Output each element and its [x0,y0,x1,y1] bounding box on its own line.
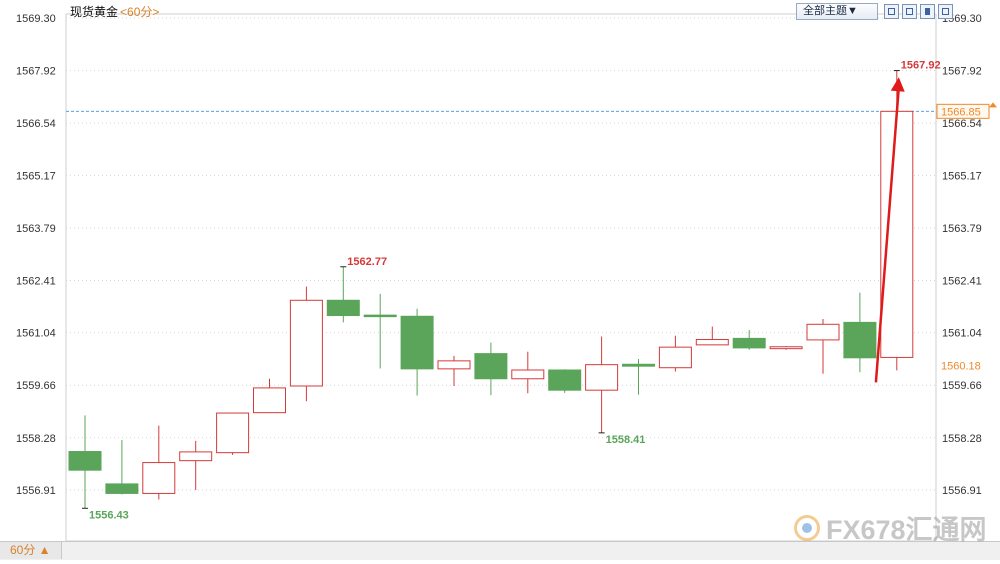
candle-body[interactable] [732,337,766,349]
range-low-label: 1560.18 [941,360,981,372]
trend-arrow-line [874,87,901,383]
extreme-label: 1558.41 [606,434,646,446]
candle-body[interactable] [216,412,250,454]
y-tick-label-right: 1567.92 [942,66,982,78]
extreme-label: 1567.92 [901,60,941,72]
y-tick-label-left: 1556.91 [16,485,56,497]
y-tick-label-left: 1559.66 [16,380,56,392]
y-tick-label-left: 1566.54 [16,118,56,130]
time-axis-bar [0,541,1000,560]
y-tick-label-left: 1565.17 [16,170,56,182]
candle-body[interactable] [658,346,692,369]
y-tick-label-left: 1563.79 [16,223,56,235]
y-tick-label-right: 1556.91 [942,485,982,497]
candle-body[interactable] [400,315,434,370]
candle-body[interactable] [326,299,360,317]
watermark-text: FX678汇通网 [826,515,987,545]
candle-body[interactable] [548,369,582,391]
candle-body[interactable] [68,451,102,471]
candle-body[interactable] [769,346,803,350]
candle-body[interactable] [843,321,877,359]
candle-body[interactable] [585,364,619,391]
candle-body[interactable] [880,110,914,358]
period-label[interactable]: <60分> [120,5,160,19]
current-price-label: 1566.85 [941,106,981,118]
candle-body[interactable] [179,451,213,462]
chart-title: 现货黄金 <60分> [70,3,159,20]
period-tab[interactable]: 60分 ▲ [0,542,62,559]
candle-body[interactable] [253,387,286,414]
y-tick-label-right: 1558.28 [942,433,982,445]
candle-body[interactable] [474,353,508,380]
candle-body[interactable] [806,323,840,341]
candle-body[interactable] [105,483,139,494]
y-tick-label-left: 1567.92 [16,66,56,78]
fullscreen-icon[interactable] [938,4,953,19]
extreme-label: 1562.77 [347,256,387,268]
y-tick-label-right: 1565.17 [942,170,982,182]
candle-body[interactable] [142,462,176,494]
y-tick-label-left: 1562.41 [16,275,56,287]
expand-icon[interactable] [884,4,899,19]
y-tick-label-right: 1566.54 [942,118,982,130]
candle-body[interactable] [622,363,655,367]
y-tick-label-left: 1561.04 [16,328,56,340]
extreme-label: 1556.43 [89,509,129,521]
y-tick-label-right: 1561.04 [942,328,982,340]
candle-body[interactable] [511,369,545,380]
watermark-logo-icon [794,514,820,541]
y-tick-label-right: 1559.66 [942,380,982,392]
candle-body[interactable] [695,339,729,346]
current-price-marker-icon [989,102,997,108]
chart-settings-icon[interactable] [902,4,917,19]
current-price-box [936,103,990,119]
symbol-name: 现货黄金 [70,5,119,19]
candle-body[interactable] [437,360,471,370]
plot-frame [65,13,937,542]
candle-body[interactable] [363,314,397,318]
watermark: FX678汇通网 [794,508,987,547]
y-tick-label-left: 1569.30 [16,13,56,25]
trend-arrow-head-icon [890,77,905,92]
theme-select[interactable]: 全部主题▼ [796,3,878,20]
y-tick-label-right: 1563.79 [942,223,982,235]
chart-toolbar: 全部主题▼ [796,3,953,20]
lock-icon[interactable] [920,4,935,19]
y-tick-label-right: 1562.41 [942,275,982,287]
candle-body[interactable] [289,299,323,387]
y-tick-label-left: 1558.28 [16,433,56,445]
